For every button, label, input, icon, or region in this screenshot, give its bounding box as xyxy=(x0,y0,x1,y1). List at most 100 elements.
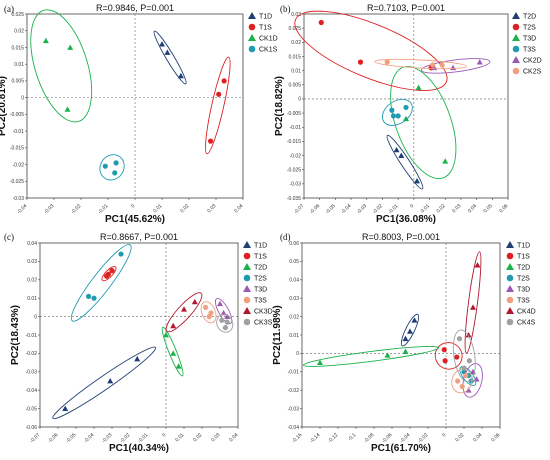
x-tick-label: 0 xyxy=(130,203,136,209)
legend-marker xyxy=(243,241,251,248)
x-tick-label: 0.03 xyxy=(451,203,462,214)
legend-entry-t2s: T2S xyxy=(517,276,530,283)
y-axis-label: PC2(18.43%) xyxy=(10,305,21,365)
y-tick-label: -0.03 xyxy=(288,406,300,412)
point-t3s xyxy=(455,378,461,384)
x-tick-label: 0.02 xyxy=(179,203,190,214)
y-tick-label: -0.015 xyxy=(287,139,301,145)
point-t1d xyxy=(411,317,418,323)
y-tick-label: -0.02 xyxy=(13,162,25,168)
ellipse-t2d xyxy=(161,326,184,377)
x-tick-label: 0.04 xyxy=(467,203,478,214)
point-t3d xyxy=(220,309,227,316)
legend-marker xyxy=(243,274,251,282)
y-tick-label: 0.02 xyxy=(291,40,301,46)
point-t1s xyxy=(208,138,214,144)
point-t2s xyxy=(118,251,124,257)
plot-frame xyxy=(301,242,501,428)
point-ck1s xyxy=(102,163,108,169)
x-tick-label: 0 xyxy=(409,203,415,209)
legend-marker xyxy=(512,34,520,41)
point-t2s xyxy=(91,295,97,301)
legend-marker xyxy=(248,45,256,53)
point-ck4s xyxy=(466,358,472,364)
y-tick-label: 0.01 xyxy=(14,62,24,68)
y-tick-label: 0.02 xyxy=(27,278,37,284)
legend-marker xyxy=(248,12,256,19)
y-tick-label: 0.015 xyxy=(288,54,301,60)
legend-entry-ck2d: CK2D xyxy=(523,58,542,65)
y-tick-label: -0.035 xyxy=(287,196,301,202)
x-axis-label: PC1(40.34%) xyxy=(109,443,169,454)
stat-label: R=0.8003, P=0.001 xyxy=(362,232,440,242)
ellipse-t3d xyxy=(214,297,233,325)
x-tick-label: -0.03 xyxy=(43,203,55,215)
legend-marker xyxy=(243,285,251,292)
y-tick-label: -0.025 xyxy=(10,179,24,185)
legend-marker xyxy=(506,252,514,260)
y-tick-label: -0.02 xyxy=(26,351,38,357)
legend-entry-t3s: T3S xyxy=(517,298,530,305)
point-ck3s xyxy=(222,325,228,331)
ellipse-ck1s xyxy=(99,154,125,181)
point-t3d xyxy=(415,84,422,90)
point-t3d xyxy=(442,158,449,164)
point-ck1d xyxy=(42,37,49,44)
y-tick-label: 0.01 xyxy=(289,333,299,339)
legend-marker xyxy=(243,318,251,326)
point-t1d xyxy=(134,355,141,362)
x-axis-label: PC1(61.70%) xyxy=(371,443,431,454)
legend-entry-ck4s: CK4S xyxy=(517,320,536,327)
stat-label: R=0.7103, P=0.001 xyxy=(367,3,445,13)
point-ck4d xyxy=(474,262,481,268)
y-tick-label: 0.04 xyxy=(289,278,299,284)
point-ck4d xyxy=(465,332,472,338)
y-tick-label: -0.03 xyxy=(290,182,302,188)
legend-marker xyxy=(506,318,514,326)
y-tick-label: 0.03 xyxy=(289,296,299,302)
point-t3d xyxy=(403,115,409,122)
legend-marker xyxy=(243,307,251,314)
point-t1d xyxy=(62,405,69,411)
point-t2d xyxy=(384,352,391,358)
point-t1d xyxy=(159,41,165,47)
x-axis-label: PC1(36.08%) xyxy=(376,214,436,225)
panel-label: (b) xyxy=(280,4,291,14)
point-t1d xyxy=(177,72,184,79)
y-tick-label: 0.06 xyxy=(289,241,299,247)
point-t2d xyxy=(393,146,400,153)
y-tick-label: 0.01 xyxy=(291,68,301,74)
x-tick-label: 0 xyxy=(441,432,447,438)
x-tick-label: 0.03 xyxy=(206,203,217,214)
ellipse-t3d xyxy=(390,65,457,180)
x-tick-label: -0.03 xyxy=(356,203,368,215)
point-ck4s xyxy=(456,336,463,342)
x-tick-label: 0.02 xyxy=(454,432,465,443)
point-t1d xyxy=(164,49,171,55)
point-ck4d xyxy=(470,304,476,310)
y-tick-label: 0 xyxy=(296,351,299,357)
ellipse-t2s xyxy=(294,10,448,91)
x-tick-label: 0.04 xyxy=(472,432,483,443)
legend-marker xyxy=(243,296,251,304)
point-t2d xyxy=(170,350,177,356)
point-t1s xyxy=(441,347,447,353)
point-t1s xyxy=(109,268,115,274)
x-tick-label: 0.02 xyxy=(192,432,203,443)
ellipse-ck3d xyxy=(165,292,203,333)
point-ck3d xyxy=(181,306,187,312)
y-tick-label: -0.04 xyxy=(26,388,38,394)
legend-entry-t2d: T2D xyxy=(517,265,530,272)
x-tick-label: -0.04 xyxy=(83,432,95,444)
ellipse-t3s xyxy=(200,301,217,324)
point-t2s xyxy=(357,59,364,65)
point-t1d xyxy=(407,328,413,334)
legend-entry-t1d: T1D xyxy=(517,243,530,250)
y-tick-label: -0.06 xyxy=(26,425,38,431)
x-tick-label: -0.07 xyxy=(293,203,305,215)
legend-entry-ck2s: CK2S xyxy=(523,69,542,76)
legend-marker xyxy=(512,45,520,53)
x-tick-label: 0.04 xyxy=(233,203,244,214)
point-ck1s xyxy=(112,170,118,176)
